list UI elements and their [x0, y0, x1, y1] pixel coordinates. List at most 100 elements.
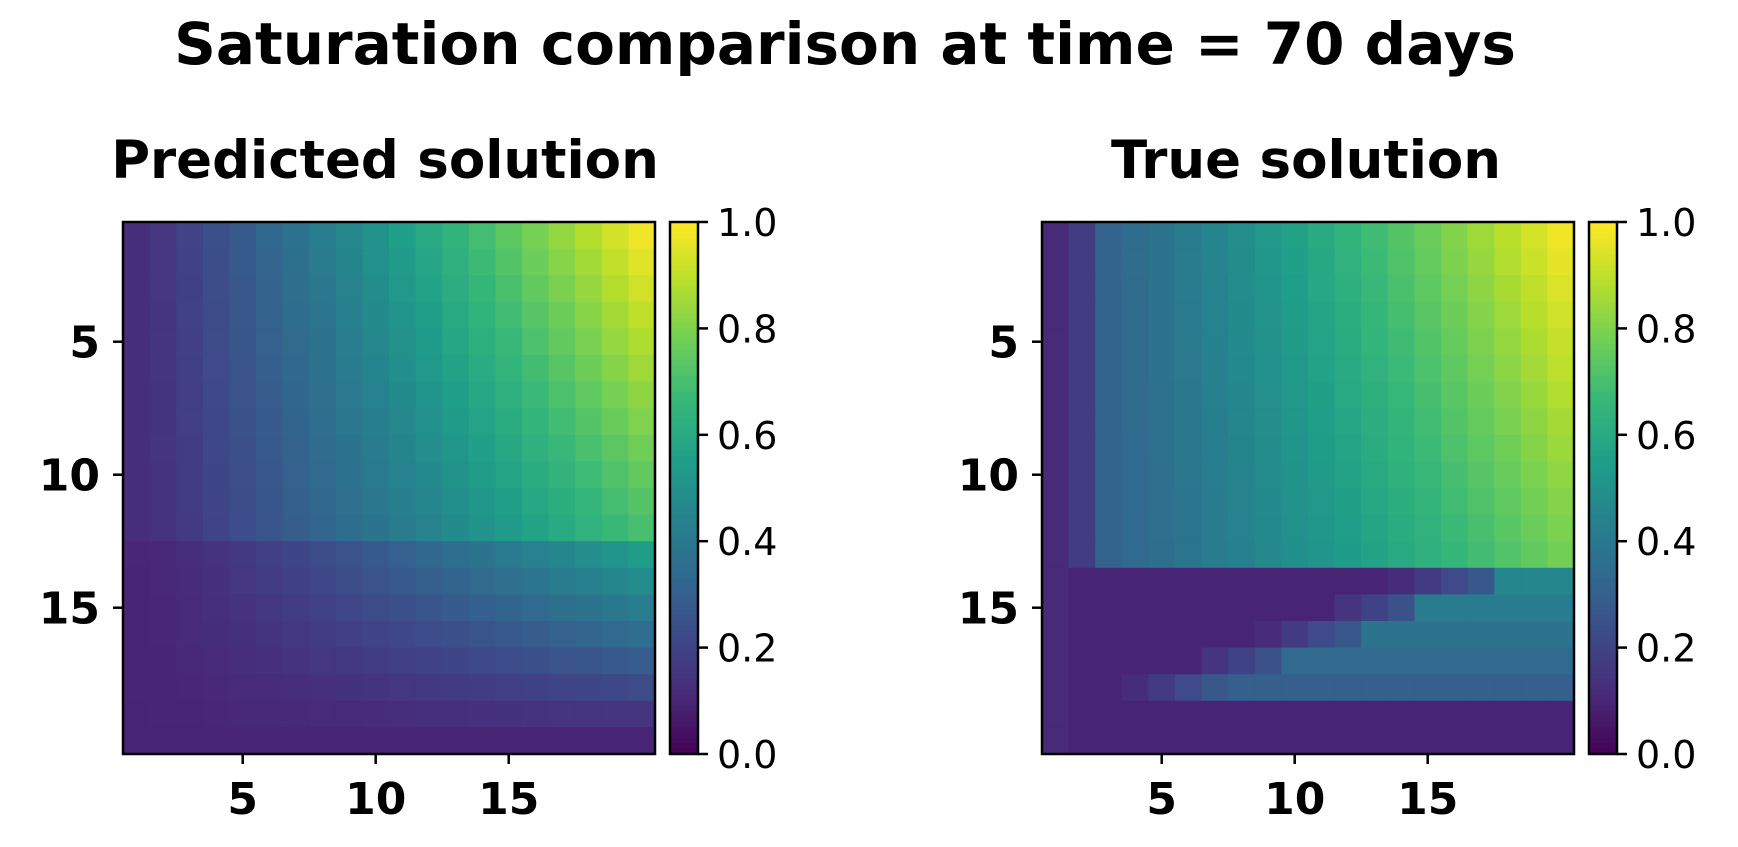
heatmap-cell [575, 381, 603, 409]
heatmap-cell [309, 301, 337, 329]
heatmap-cell [468, 700, 496, 728]
heatmap-cell [1467, 355, 1495, 383]
heatmap-cell [1148, 381, 1176, 409]
heatmap-cell [335, 488, 363, 516]
heatmap-cell [468, 408, 496, 436]
heatmap-cell [309, 461, 337, 489]
heatmap-cell [1281, 461, 1309, 489]
heatmap-cell [548, 328, 576, 356]
heatmap-cell [1068, 594, 1096, 622]
x-tick-label: 10 [345, 774, 406, 825]
heatmap-cell [495, 488, 523, 516]
heatmap-cell [1334, 434, 1362, 462]
heatmap-cell [123, 567, 151, 595]
colorbar-segment [1589, 365, 1617, 372]
heatmap-cell [335, 674, 363, 702]
heatmap-cell [1175, 381, 1203, 409]
colorbar-segment [670, 466, 698, 473]
heatmap-cell [229, 594, 257, 622]
heatmap-cell [1121, 488, 1149, 516]
heatmap-cell [229, 434, 257, 462]
heatmap-cell [176, 727, 204, 755]
heatmap-cell [522, 328, 550, 356]
heatmap-cell [1361, 222, 1389, 250]
colorbar-tick-label: 0.8 [1636, 307, 1696, 351]
heatmap-cell [1254, 222, 1282, 250]
colorbar-segment [670, 488, 698, 494]
heatmap-cell [335, 248, 363, 276]
heatmap-frame-predicted [121, 220, 657, 756]
heatmap-cell [1334, 488, 1362, 516]
colorbar-segment [1589, 546, 1617, 553]
colorbar-segment [1589, 690, 1617, 697]
heatmap-cell [1467, 674, 1495, 702]
heatmap-cell [309, 488, 337, 516]
heatmap-cell [1414, 408, 1442, 436]
colorbar-segment [1589, 349, 1617, 356]
heatmap-cell [1547, 434, 1575, 462]
colorbar-segment [670, 248, 698, 255]
colorbar-segment [1589, 418, 1617, 425]
heatmap-cell [468, 727, 496, 755]
heatmap-cell [123, 700, 151, 728]
colorbar-segment [670, 323, 698, 329]
heatmap-cell [415, 727, 443, 755]
heatmap-cell [1334, 381, 1362, 409]
colorbar-segment [670, 652, 698, 659]
heatmap-cell [1042, 355, 1070, 383]
heatmap-cell [575, 567, 603, 595]
heatmap-cell [1042, 647, 1070, 675]
heatmap-cell [282, 488, 310, 516]
colorbar-segment [1589, 360, 1617, 367]
heatmap-cell [575, 301, 603, 329]
heatmap-cell [415, 541, 443, 569]
heatmap-cell [522, 700, 550, 728]
colorbar-segment [670, 493, 698, 500]
heatmap-cell [495, 355, 523, 383]
heatmap-cell [548, 700, 576, 728]
heatmap-cell [1467, 541, 1495, 569]
heatmap-cell [1387, 222, 1415, 250]
colorbar-segment [670, 626, 698, 633]
colorbar-segment [1589, 509, 1617, 516]
heatmap-predicted [123, 222, 656, 755]
heatmap-cell [1308, 514, 1336, 542]
heatmap-cell [1308, 674, 1336, 702]
colorbar-segment [670, 557, 698, 564]
colorbar-true: 0.0 0.2 0.4 0.6 0.8 1.0 [1587, 201, 1696, 777]
heatmap-cell [1414, 434, 1442, 462]
heatmap-cell [1148, 461, 1176, 489]
heatmap-cell [1308, 647, 1336, 675]
heatmap-cell [1387, 248, 1415, 276]
heatmap-cell [389, 275, 417, 303]
heatmap-cell [1254, 328, 1282, 356]
colorbar-segment [670, 392, 698, 399]
heatmap-cell [1254, 727, 1282, 755]
heatmap-cell [1547, 248, 1575, 276]
colorbar-segment [670, 408, 698, 415]
colorbar-segment [1589, 573, 1617, 580]
heatmap-cell [1228, 594, 1256, 622]
colorbar-segment [670, 381, 698, 388]
heatmap-cell [415, 434, 443, 462]
heatmap-cell [202, 408, 230, 436]
colorbar-segment [1589, 695, 1617, 702]
heatmap-cell [1467, 514, 1495, 542]
heatmap-cell [1334, 594, 1362, 622]
heatmap-cell [229, 355, 257, 383]
heatmap-cell [1095, 355, 1123, 383]
colorbar-segment [670, 700, 698, 707]
heatmap-cell [1308, 700, 1336, 728]
heatmap-cell [522, 355, 550, 383]
heatmap-cell [1042, 434, 1070, 462]
heatmap-cell [1201, 434, 1229, 462]
heatmap-cell [1148, 647, 1176, 675]
heatmap-cell [256, 275, 284, 303]
heatmap-cell [1441, 381, 1469, 409]
heatmap-cell [1095, 248, 1123, 276]
heatmap-cell [282, 700, 310, 728]
heatmap-cell [1334, 514, 1362, 542]
heatmap-cell [149, 700, 177, 728]
heatmap-cell [176, 461, 204, 489]
colorbar-segment [1589, 498, 1617, 505]
